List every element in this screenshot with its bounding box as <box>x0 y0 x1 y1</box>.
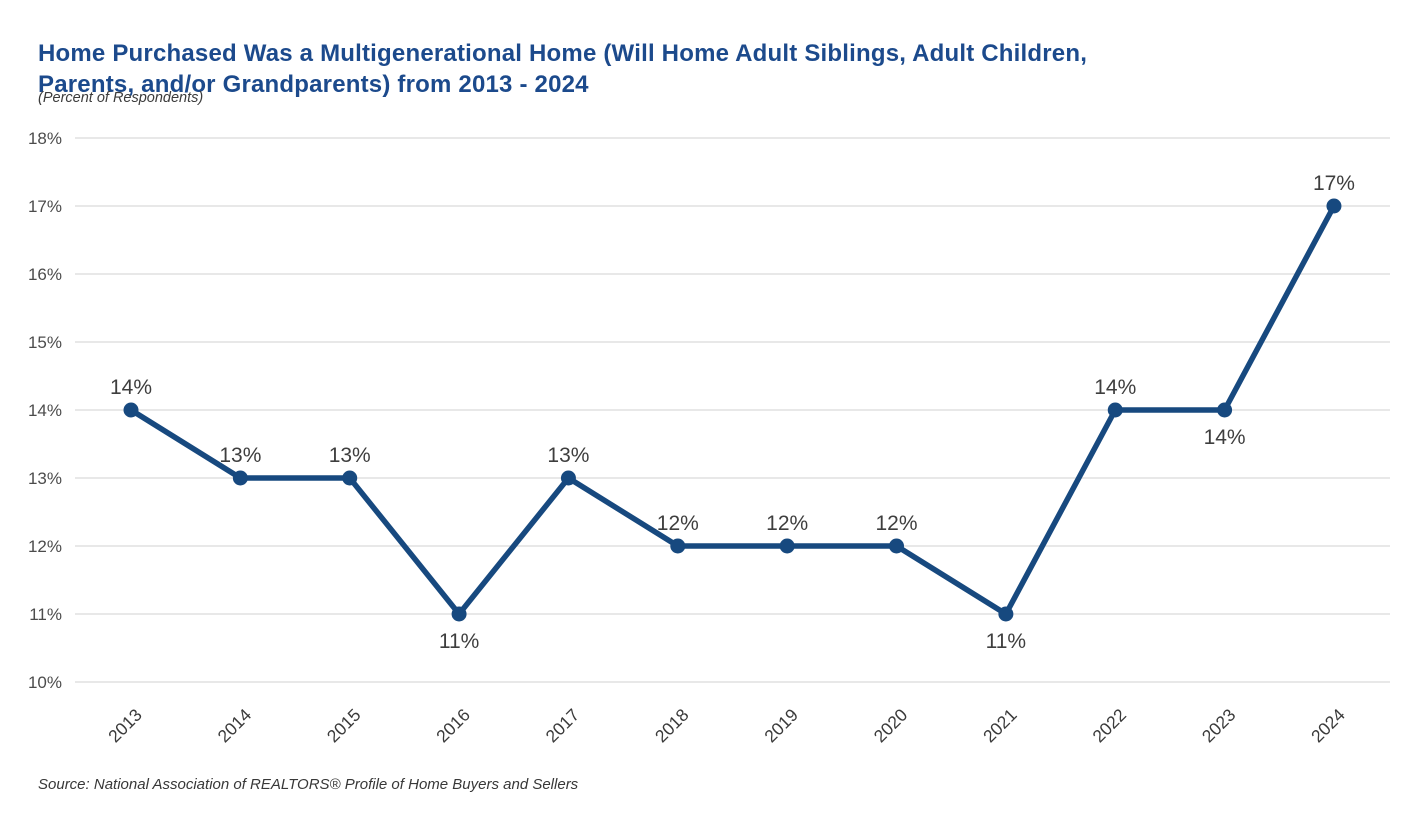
series-line <box>128 203 1337 617</box>
x-axis-tick-label: 2022 <box>1088 705 1130 747</box>
data-point-marker <box>560 470 576 486</box>
data-point-label: 11% <box>986 630 1026 653</box>
data-point-marker <box>1107 402 1123 418</box>
data-point-marker <box>998 606 1014 622</box>
data-point-marker <box>670 538 686 554</box>
x-axis-tick-label: 2014 <box>214 705 256 747</box>
x-axis-tick-label: 2013 <box>104 705 146 747</box>
data-point-label: 12% <box>876 512 918 535</box>
data-point-marker <box>342 470 358 486</box>
x-axis-tick-label: 2019 <box>760 705 802 747</box>
chart-subtitle: (Percent of Respondents) <box>38 90 204 106</box>
data-point-marker <box>779 538 795 554</box>
y-axis-tick-label: 14% <box>28 401 62 420</box>
y-axis-tick-label: 11% <box>29 605 62 624</box>
data-point-label: 17% <box>1313 172 1355 195</box>
data-point-marker <box>1326 198 1342 214</box>
line-chart: 18% 17% 16% 15% 14% 13% 12% 11% 10% 14% 2013 13% 201… <box>28 129 1390 747</box>
data-point-label: 14% <box>110 376 152 399</box>
x-axis-tick-label: 2016 <box>432 705 474 747</box>
y-axis-tick-label: 12% <box>28 537 62 556</box>
x-axis-tick-label: 2021 <box>979 705 1021 747</box>
x-axis-tick-label: 2024 <box>1307 705 1349 747</box>
y-axis-tick-label: 13% <box>28 469 62 488</box>
x-axis-tick-label: 2020 <box>870 705 912 747</box>
source-note: Source: National Association of REALTORS… <box>38 776 579 793</box>
data-point-label: 12% <box>766 512 808 535</box>
x-axis-tick-label: 2023 <box>1198 705 1240 747</box>
data-point-label: 12% <box>657 512 699 535</box>
data-point-label: 13% <box>329 444 371 467</box>
data-point-marker <box>889 538 905 554</box>
data-point-label: 14% <box>1204 426 1246 449</box>
data-point-marker <box>123 402 139 418</box>
data-point-label: 11% <box>439 630 479 653</box>
x-axis-tick-label: 2015 <box>323 705 365 747</box>
y-axis-tick-label: 18% <box>28 129 62 148</box>
data-point-marker <box>1217 402 1233 418</box>
page-title: Home Purchased Was a Multigenerational H… <box>38 38 1087 100</box>
y-axis-tick-label: 15% <box>28 333 62 352</box>
data-point-label: 13% <box>547 444 589 467</box>
data-point-label: 13% <box>219 444 261 467</box>
x-axis-tick-label: 2018 <box>651 705 693 747</box>
y-axis-tick-label: 16% <box>28 265 62 284</box>
y-axis-tick-label: 10% <box>28 673 62 692</box>
data-point-marker <box>232 470 248 486</box>
y-axis-tick-label: 17% <box>28 197 62 216</box>
data-point-label: 14% <box>1094 376 1136 399</box>
x-axis-tick-label: 2017 <box>542 705 584 747</box>
page-title-line2: Parents, and/or Grandparents) from 2013 … <box>38 71 589 99</box>
data-point-marker <box>451 606 467 622</box>
page-title-line1: Home Purchased Was a Multigenerational H… <box>38 40 1088 68</box>
